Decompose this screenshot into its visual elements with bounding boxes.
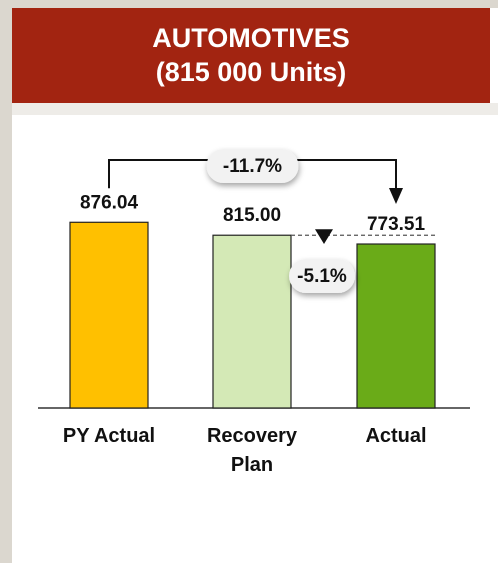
annotation-pill — [289, 259, 355, 294]
value-label: 815.00 — [223, 205, 281, 226]
value-label: 876.04 — [80, 192, 139, 213]
x-tick-label: Recovery Plan — [206, 425, 298, 476]
bar — [356, 243, 436, 409]
chart-subtitle: (815 000 Units) — [155, 57, 347, 87]
header: AUTOMOTIVES (815 000 Units) — [12, 8, 490, 103]
chart-title: AUTOMOTIVES — [152, 23, 350, 53]
bar — [69, 221, 149, 409]
bar — [212, 234, 292, 409]
annotation-pill — [206, 149, 299, 183]
x-tick-label: PY Actual — [62, 425, 156, 447]
annotation-label: -11.7% — [223, 156, 282, 177]
band — [12, 103, 498, 115]
arrow-head — [315, 229, 333, 245]
annotation-label: -5.1% — [297, 266, 347, 287]
x-tick-label: Actual — [365, 425, 427, 447]
value-label: 773.51 — [367, 214, 426, 235]
arrow-head — [389, 188, 403, 205]
